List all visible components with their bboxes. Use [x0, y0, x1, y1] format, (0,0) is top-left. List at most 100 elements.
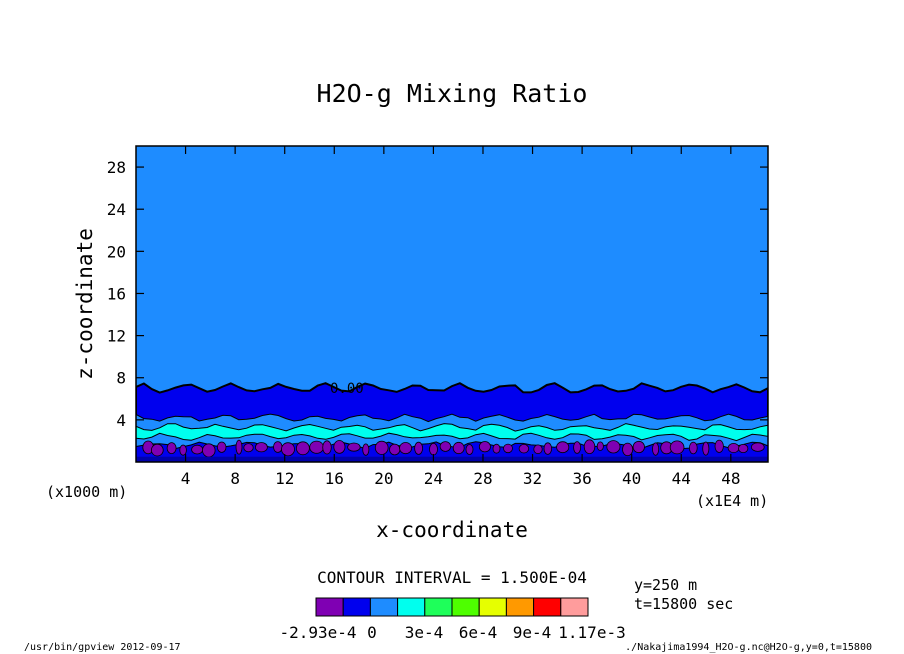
convective-cell — [309, 440, 324, 454]
x-tick-label: 12 — [275, 469, 294, 488]
x-tick-label: 4 — [181, 469, 191, 488]
convective-cell — [583, 439, 596, 455]
x-tick-label: 36 — [572, 469, 591, 488]
convective-cell — [179, 444, 187, 456]
x-tick-label: 44 — [672, 469, 691, 488]
convective-cell — [702, 441, 710, 456]
colorbar-swatch — [369, 597, 399, 617]
convective-cell — [191, 444, 204, 455]
convective-cell — [389, 443, 401, 456]
contour-interval-text: CONTOUR INTERVAL = 1.500E-04 — [317, 568, 587, 587]
convective-cell — [465, 444, 474, 455]
convective-cell — [429, 443, 438, 456]
surface-layer — [136, 456, 768, 462]
x-tick-label: 32 — [523, 469, 542, 488]
convective-cell — [727, 442, 740, 453]
y-axis-label: z-coordinate — [73, 228, 97, 380]
colorbar-label: 9e-4 — [513, 623, 552, 642]
x-axis-ticks: 4 8 12 16 20 24 28 32 36 40 44 48 — [181, 146, 740, 488]
chart-title: H2O-g Mixing Ratio — [317, 79, 588, 108]
colorbar-label: 0 — [367, 623, 377, 642]
colorbar-swatch — [505, 597, 535, 617]
convective-cell — [347, 442, 361, 452]
contour-fill — [136, 146, 768, 462]
x-tick-label: 40 — [622, 469, 641, 488]
convective-cell — [750, 442, 765, 452]
y-tick-label: 16 — [107, 284, 126, 303]
colorbar-labels: -2.93e-4 0 3e-4 6e-4 9e-4 1.17e-3 — [279, 623, 625, 642]
colorbar-swatch — [478, 597, 507, 617]
convective-cell — [669, 440, 685, 455]
convective-cell — [596, 441, 604, 451]
plot-frame — [135, 145, 769, 463]
convective-cell — [478, 441, 491, 453]
convective-cell — [652, 442, 660, 456]
info-y: y=250 m — [634, 576, 697, 594]
convective-cell — [166, 442, 177, 455]
convective-cell — [216, 441, 227, 453]
convective-cell — [606, 440, 621, 454]
convective-cell — [543, 442, 552, 455]
colorbar-swatch — [315, 597, 344, 617]
colorbar-label: 6e-4 — [459, 623, 498, 642]
convective-cell — [632, 440, 645, 454]
convective-cell — [556, 441, 570, 454]
convective-cell — [439, 441, 452, 452]
convective-cell — [151, 443, 164, 457]
convective-cell — [414, 441, 424, 455]
convective-cell — [518, 444, 530, 454]
convective-cell — [688, 441, 698, 455]
x-tick-label: 16 — [325, 469, 344, 488]
y-tick-label: 20 — [107, 242, 126, 261]
convective-cell — [738, 443, 749, 453]
colorbar-swatch — [560, 597, 589, 617]
convective-cell — [533, 444, 543, 455]
x-multiplier-label: (x1E4 m) — [696, 492, 768, 510]
y-tick-label: 12 — [107, 327, 126, 346]
convective-cell — [362, 443, 370, 456]
convective-cell — [452, 441, 465, 455]
contour-label: 0.00 — [330, 381, 364, 397]
convective-cell — [243, 443, 254, 453]
convective-cell — [573, 441, 581, 454]
convective-cell — [374, 440, 389, 455]
colorbar-swatch — [451, 597, 480, 617]
y-tick-label: 28 — [107, 158, 126, 177]
footer-right: ./Nakajima1994_H2O-g.nc@H2O-g,y=0,t=1580… — [625, 642, 872, 653]
colorbar-swatch — [424, 597, 453, 617]
convective-cell — [322, 440, 332, 455]
y-tick-label: 8 — [116, 369, 126, 388]
colorbar-label: -2.93e-4 — [279, 623, 356, 642]
y-tick-label: 4 — [116, 411, 126, 430]
y-tick-label: 24 — [107, 200, 126, 219]
x-tick-label: 28 — [473, 469, 492, 488]
x-axis-label: x-coordinate — [376, 518, 528, 542]
convective-cell — [492, 443, 501, 454]
x-tick-label: 48 — [721, 469, 740, 488]
x-tick-label: 24 — [424, 469, 443, 488]
convective-cell — [295, 441, 310, 456]
info-t: t=15800 sec — [634, 595, 733, 613]
colorbar-swatch — [397, 597, 426, 617]
convective-cell — [399, 442, 413, 455]
x-tick-label: 20 — [374, 469, 393, 488]
convective-cell — [235, 439, 243, 455]
colorbar-swatch — [342, 597, 371, 617]
colorbar — [315, 597, 589, 617]
convective-cell — [714, 439, 724, 453]
convective-cell — [273, 441, 283, 453]
convective-cell — [254, 442, 268, 453]
y-axis-ticks: 4 8 12 16 20 24 28 — [107, 158, 768, 430]
x-unit-label: (x1000 m) — [46, 483, 127, 501]
convective-cell — [202, 443, 216, 458]
colorbar-swatch — [533, 597, 562, 617]
colorbar-label: 1.17e-3 — [558, 623, 625, 642]
convective-cell — [281, 442, 295, 457]
x-tick-label: 8 — [230, 469, 240, 488]
convective-cell — [333, 440, 346, 454]
footer-left: /usr/bin/gpview 2012-09-17 — [24, 642, 181, 653]
colorbar-label: 3e-4 — [405, 623, 444, 642]
convective-cell — [622, 442, 634, 457]
